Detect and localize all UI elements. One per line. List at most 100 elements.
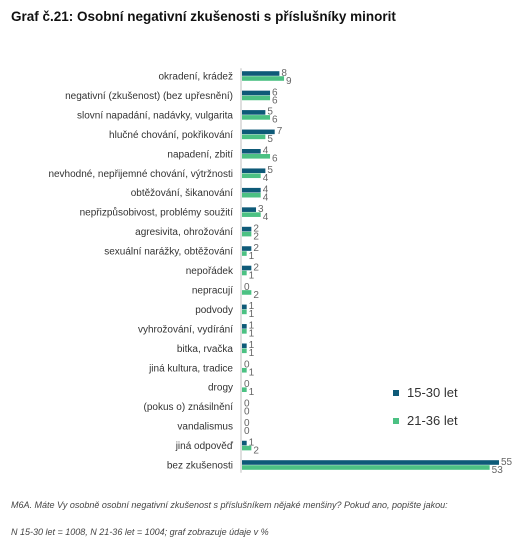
data-label: 1 [249, 329, 255, 340]
bar-series2 [242, 367, 247, 373]
data-label: 0 [244, 418, 250, 429]
category-label: hlučné chování, pokřikování [109, 130, 233, 141]
data-label: 0 [244, 426, 250, 437]
data-label: 4 [263, 173, 269, 184]
bar-series2 [242, 154, 271, 159]
data-label: 9 [286, 76, 292, 87]
category-label: vandalismus [177, 422, 233, 433]
bar-series2 [242, 115, 271, 120]
legend-label: 21-36 let [407, 413, 458, 428]
bar-series2 [242, 465, 490, 470]
data-label: 5 [267, 134, 273, 145]
data-label: 1 [249, 340, 255, 351]
data-label: 4 [263, 193, 269, 204]
bar-series1 [242, 187, 261, 193]
bar-series1 [242, 168, 266, 174]
category-label: podvody [195, 305, 233, 316]
category-label: bez zkušenosti [167, 461, 233, 472]
category-label: bitka, rvačka [177, 344, 234, 355]
bar-series1 [242, 304, 247, 310]
bar-series1 [242, 343, 247, 349]
bar-series2 [242, 290, 252, 295]
bar-series1 [242, 440, 247, 446]
chart-labels-layer: okradení, krádež 89 negativní (zkušenost) … [48, 68, 512, 476]
data-label: 1 [249, 301, 255, 312]
data-label: 0 [244, 406, 250, 417]
bar-series2 [242, 212, 261, 217]
category-label: okradení, krádež [159, 72, 234, 83]
bar-series1 [242, 226, 252, 232]
data-label: 2 [253, 231, 259, 242]
legend-swatch [393, 390, 399, 396]
bar-series1 [242, 324, 247, 329]
bar-series2 [242, 348, 247, 354]
bar-series1 [242, 207, 257, 212]
bar-series2 [242, 192, 261, 198]
data-label: 2 [253, 445, 259, 456]
data-label: 4 [263, 212, 269, 223]
bar-series1 [242, 265, 252, 271]
data-label: 0 [244, 282, 250, 293]
category-label: nepořádek [186, 266, 234, 277]
category-label: napadení, zbití [167, 149, 233, 160]
category-label: drogy [208, 383, 233, 394]
bar-series2 [242, 387, 247, 392]
data-label: 4 [263, 185, 269, 196]
bar-series2 [242, 270, 247, 276]
data-label: 1 [249, 348, 255, 359]
bar-series1 [242, 460, 499, 465]
bar-series2 [242, 76, 285, 81]
data-label: 2 [253, 243, 259, 254]
category-label: slovní napadání, nadávky, vulgarita [77, 110, 233, 121]
category-label: nepřizpůsobivost, problémy soužití [80, 207, 234, 219]
data-label: 6 [272, 95, 278, 106]
category-label: jiná odpověď [175, 441, 234, 452]
category-label: (pokus o) znásilnění [144, 402, 234, 413]
category-label: obtěžování, šikanování [131, 188, 234, 199]
chart-bars-layer [242, 71, 499, 470]
data-label: 6 [272, 115, 278, 126]
data-label: 3 [258, 204, 264, 215]
bar-series1 [242, 129, 275, 135]
data-label: 1 [249, 309, 255, 320]
bar-series2 [242, 231, 252, 237]
data-label: 5 [267, 107, 273, 118]
data-label: 1 [249, 437, 255, 448]
category-label: vyhrožování, vydírání [138, 324, 233, 335]
data-label: 4 [263, 146, 269, 157]
bar-series2 [242, 95, 271, 101]
data-label: 0 [244, 360, 250, 371]
category-label: jiná kultura, tradice [148, 363, 233, 374]
data-label: 0 [244, 379, 250, 390]
bar-chart: okradení, krádež 89 negativní (zkušenost) … [48, 68, 512, 476]
bar-series1 [242, 246, 252, 251]
data-label: 1 [249, 270, 255, 281]
category-label: nevhodné, nepřijemné chování, výtržnosti [48, 169, 233, 180]
data-label: 6 [272, 154, 278, 165]
category-label: negativní (zkušenost) (bez upřesnění) [65, 91, 233, 102]
bar-series1 [242, 149, 261, 154]
bar-series2 [242, 309, 247, 315]
data-label: 6 [272, 87, 278, 98]
chart-title: Graf č.21: Osobní negativní zkušenosti s… [11, 9, 396, 24]
bar-series1 [242, 110, 266, 115]
data-label: 2 [253, 290, 259, 301]
bar-series1 [242, 71, 280, 76]
data-label: 5 [267, 165, 273, 176]
chart-legend: 15-30 let 21-36 let [393, 385, 458, 428]
data-label: 1 [249, 321, 255, 332]
data-label: 0 [244, 398, 250, 409]
category-label: sexuální narážky, obtěžování [104, 247, 233, 258]
data-label: 2 [253, 223, 259, 234]
data-label: 55 [501, 457, 513, 468]
bar-series2 [242, 329, 247, 334]
question-note: M6A. Máte Vy osobně osobní negativní zku… [11, 500, 448, 510]
legend-label: 15-30 let [407, 385, 458, 400]
category-label: agresivita, ohrožování [135, 227, 233, 238]
data-label: 1 [249, 368, 255, 379]
bar-series1 [242, 90, 271, 96]
data-label: 53 [492, 465, 504, 476]
category-label: nepracují [192, 285, 233, 296]
bar-series2 [242, 134, 266, 140]
legend-swatch [393, 418, 399, 424]
